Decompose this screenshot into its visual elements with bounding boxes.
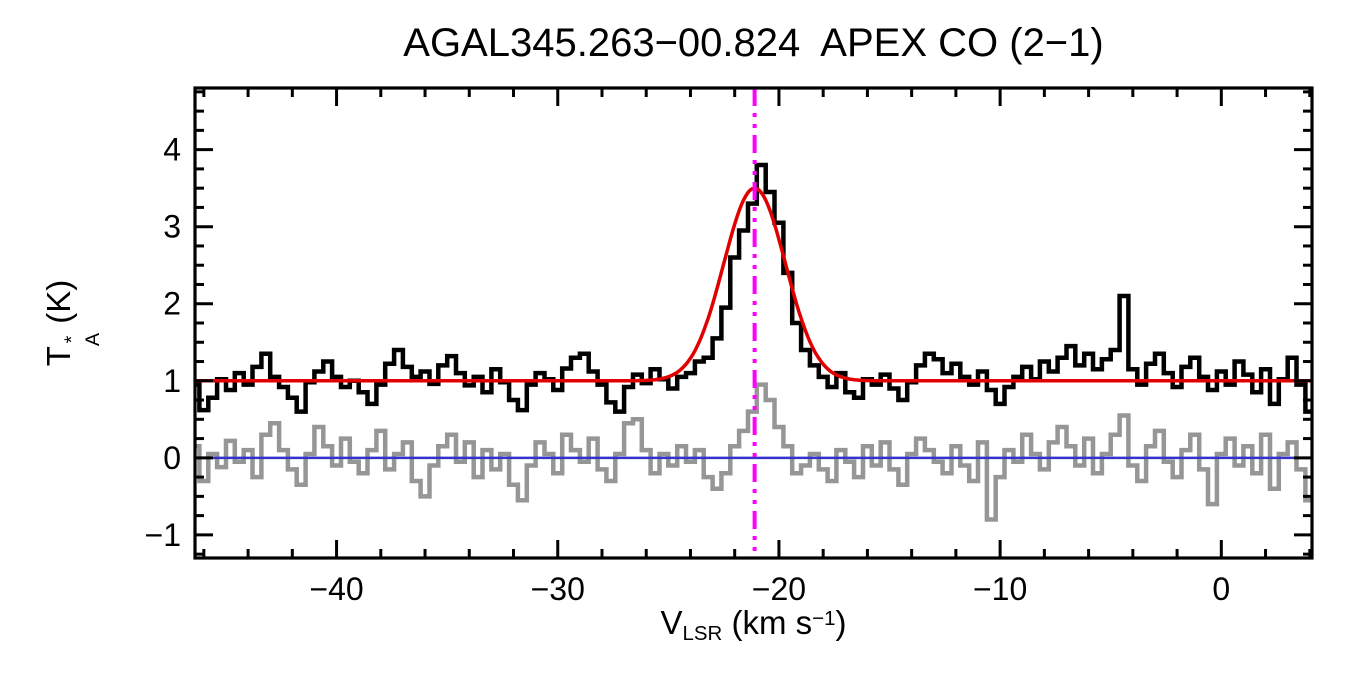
y-tick-label: 1: [163, 363, 181, 399]
y-tick-label: 3: [163, 209, 181, 245]
x-axis-label: VLSR (km s−1): [660, 604, 847, 646]
x-tick-label: 0: [1212, 571, 1230, 607]
series-spectrum: [195, 162, 1312, 414]
plot-series: [195, 88, 1312, 558]
y-tick-label: 0: [163, 440, 181, 476]
y-tick-label: 2: [163, 286, 181, 322]
series-residual: [195, 382, 1312, 522]
x-tick-label: −20: [752, 571, 806, 607]
x-tick-label: −30: [531, 571, 585, 607]
x-tick-label: −40: [309, 571, 363, 607]
x-tick-label: −10: [973, 571, 1027, 607]
plot-title: AGAL345.263−00.824 APEX CO (2−1): [403, 21, 1104, 65]
y-tick-label: 4: [163, 132, 181, 168]
y-tick-label: −1: [145, 517, 181, 553]
